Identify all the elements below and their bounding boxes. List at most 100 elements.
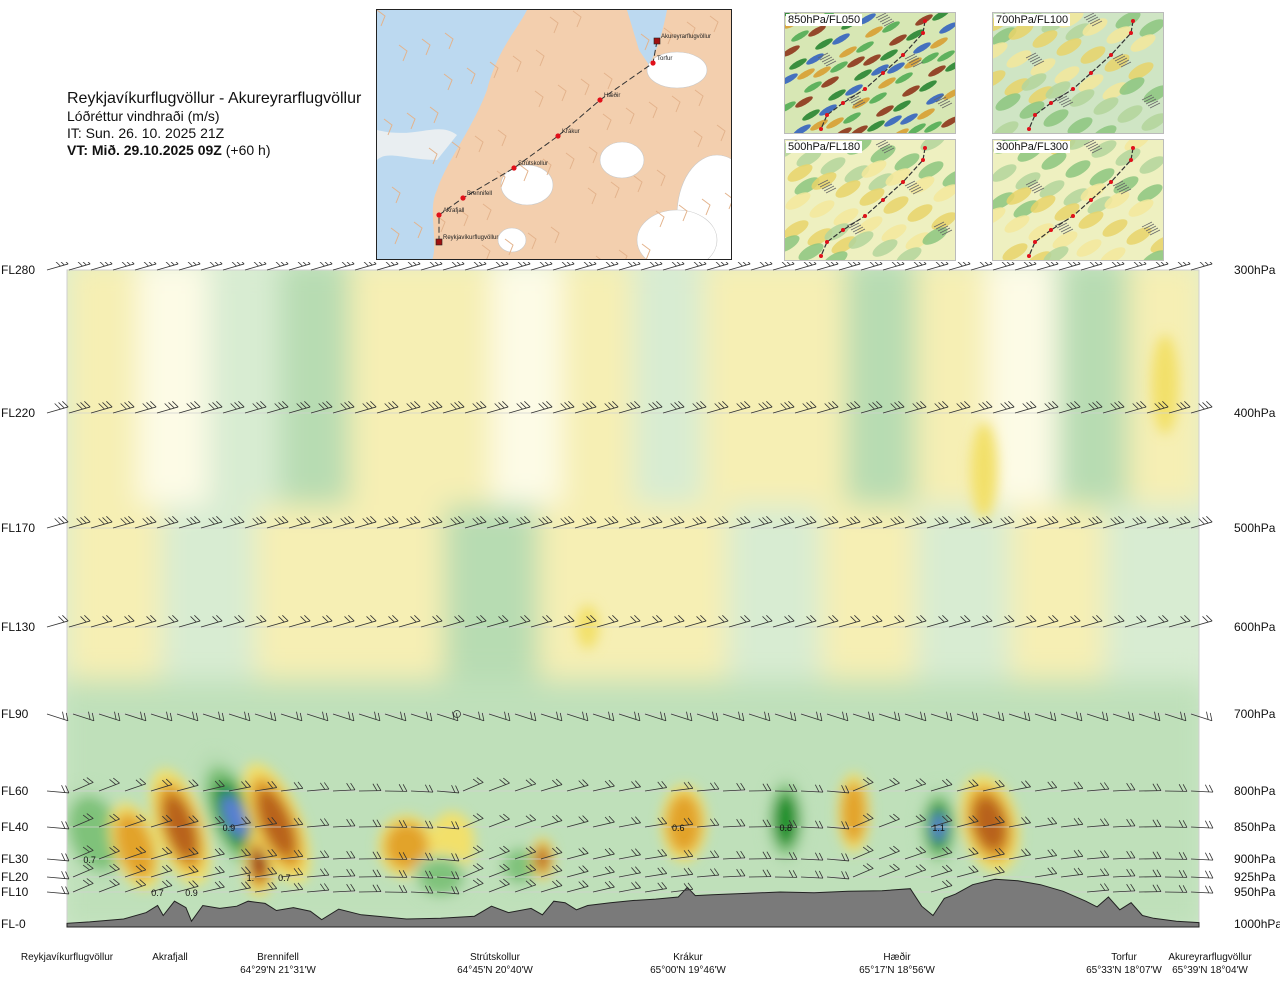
map-terrain-mark [572,10,582,28]
wind-barb [1060,781,1084,792]
thumbnail-field [1113,176,1139,194]
thumbnail-waypoint [923,19,927,23]
wind-barb [1190,870,1214,879]
wind-barb [644,882,668,893]
thumbnail-field [876,105,894,117]
pressure-level-label: 500hPa [1234,521,1276,535]
wind-barb [266,401,289,414]
wind-barb [200,516,223,529]
wind-barb [514,778,537,792]
thumbnail-wind-barb [1112,53,1124,60]
thumbnail-850hpa[interactable]: 850hPa/FL050 [784,12,956,134]
thumbnail-wind-barb [1033,187,1045,194]
wind-barb [358,783,382,792]
wind-barb [442,401,465,414]
left-axis-flight-levels: FL280 FL220 FL170 FL130 FL90 FL60 FL40 FL30 FL20… [1,263,35,931]
heatmap-band-upper [350,270,427,505]
thumbnail-field [1008,22,1034,40]
thumbnail-field [1065,160,1091,178]
wind-barb [1036,615,1059,628]
map-waypoint-label: Akrafjall [443,208,464,214]
wind-barb [530,262,553,271]
wind-barb [98,777,120,792]
wind-barb [46,401,69,414]
wind-barb [592,779,615,792]
thumbnail-700hpa[interactable]: 700hPa/FL100 [992,12,1164,134]
wind-barb [684,262,707,271]
wind-barb [640,401,663,414]
thumbnail-wind-barb [1145,98,1157,105]
heatmap-band-upper [137,270,215,505]
thumbnail-route [1028,147,1134,257]
wind-barb [860,262,883,271]
location-coord: 65°39'N 18°04'W [1172,965,1248,976]
thumbnail-field [928,65,946,77]
wind-barb [332,401,355,414]
wind-barb [1058,615,1081,628]
wind-barb [150,864,173,878]
wind-barb [1146,262,1169,271]
thumbnail-field [926,93,944,105]
wind-barb [72,878,94,893]
wind-barb [838,401,861,414]
thumbnail-field [1130,34,1156,52]
wind-barb [618,516,641,529]
wind-barb [124,814,147,828]
wind-barb [662,615,685,628]
thumbnail-wind-barb [1027,181,1039,188]
thumbnail-field [881,224,907,242]
wind-barb [566,880,589,893]
wind-barb [728,401,751,414]
thumbnail-field [843,112,861,124]
thumbnail-field [1119,77,1145,95]
map-terrain-mark [459,209,469,227]
heatmap-band-upper [845,270,922,505]
wind-barb [1102,401,1125,414]
thumbnail-field [906,29,924,41]
flight-level-label: FL60 [1,784,29,798]
thumbnail-wind-barb [875,140,887,146]
wind-barb [644,781,668,792]
wind-barb [488,813,510,828]
heatmap-band-mid [916,505,1017,680]
thumbnail-field [798,243,824,260]
thumbnail-field [1013,200,1039,218]
thumbnail-300hpa[interactable]: 300hPa/FL300 [992,139,1164,261]
location-name: Brennifell [257,952,299,963]
wind-barb [436,853,460,862]
thumbnail-field [943,88,955,100]
thumbnail-route [1028,20,1134,130]
map-terrain-mark [694,89,704,107]
wind-barb [878,711,901,722]
thumbnail-wind-barb [910,186,922,193]
map-terrain-mark [580,78,590,96]
wind-barb [1168,262,1191,271]
wind-barb [1112,883,1136,893]
wind-barb [794,262,817,271]
downdraft-cell [1151,334,1179,434]
thumbnail-300hpa-map [993,140,1163,260]
thumbnail-wind-barb [904,180,916,187]
wind-barb [1112,782,1136,792]
map-glacier [646,51,708,89]
value-labels: 0.7 0.7 0.9 0.9 1. 0.7 0.6 0.8 1.1 [83,823,945,898]
wind-barb [254,781,278,792]
wind-barb [816,615,839,628]
wind-barb [508,401,531,414]
thumbnail-wind-barb [1056,95,1068,102]
map-waypoint-label: Akureyrarflugvöllur [661,34,711,40]
thumbnail-wind-barb [825,187,837,194]
thumbnail-wind-barb [1147,227,1159,234]
thumbnail-500hpa[interactable]: 500hPa/FL180 [784,139,956,261]
wind-barb [530,615,553,628]
wind-barb [1146,401,1169,414]
map-terrain-mark [724,192,731,210]
wind-barb [670,882,694,893]
wind-barb [904,262,927,271]
wind-barb [728,516,751,529]
wind-barb [1034,867,1058,878]
pressure-level-label: 950hPa [1234,885,1276,899]
thumbnail-field [917,108,935,120]
wind-barb [1034,849,1058,860]
wind-barb [1008,780,1031,792]
